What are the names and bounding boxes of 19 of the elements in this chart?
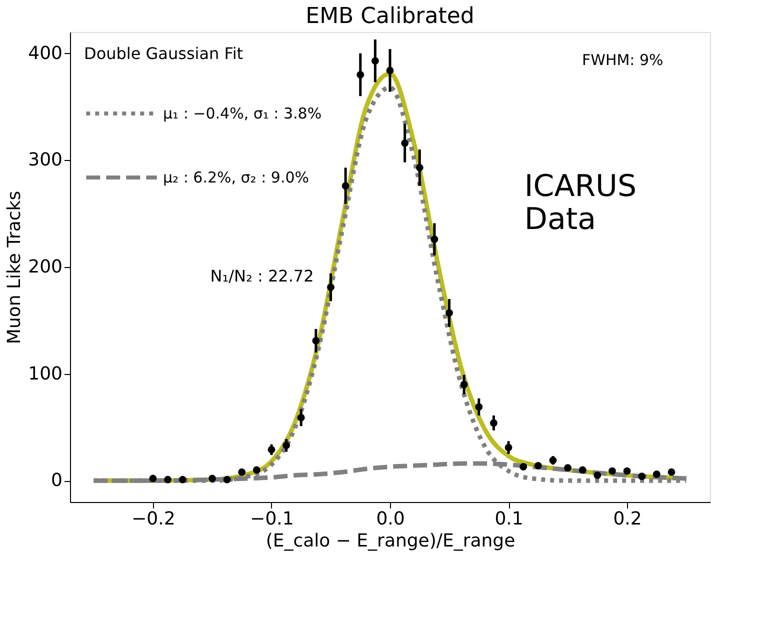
legend-label: μ₂ : 6.2%, σ₂ : 9.0% — [163, 168, 310, 186]
y-tick-label: 100 — [28, 363, 62, 384]
annotation: FWHM: 9% — [582, 51, 664, 70]
legend-title: Double Gaussian Fit — [84, 44, 244, 63]
x-tick-label: 0.2 — [613, 508, 642, 530]
y-tick-label: 400 — [28, 42, 62, 64]
y-axis-title: Muon Like Tracks — [4, 190, 26, 344]
x-tick-label: 0.0 — [376, 508, 405, 530]
x-tick-label: 0.1 — [494, 508, 524, 530]
x-tick-label: −0.2 — [132, 508, 176, 530]
x-axis-title: (E_calo − E_range)/E_range — [266, 530, 516, 552]
annotation: ICARUS Data — [524, 169, 637, 238]
y-tick-label: 0 — [51, 470, 62, 492]
x-tick-label: −0.1 — [250, 508, 294, 530]
chart-title: EMB Calibrated — [306, 4, 474, 29]
legend-label: μ₁ : −0.4%, σ₁ : 3.8% — [163, 104, 322, 122]
y-tick-label: 300 — [28, 150, 62, 171]
annotation: N₁/N₂ : 22.72 — [210, 266, 314, 286]
y-tick-label: 200 — [28, 256, 62, 278]
